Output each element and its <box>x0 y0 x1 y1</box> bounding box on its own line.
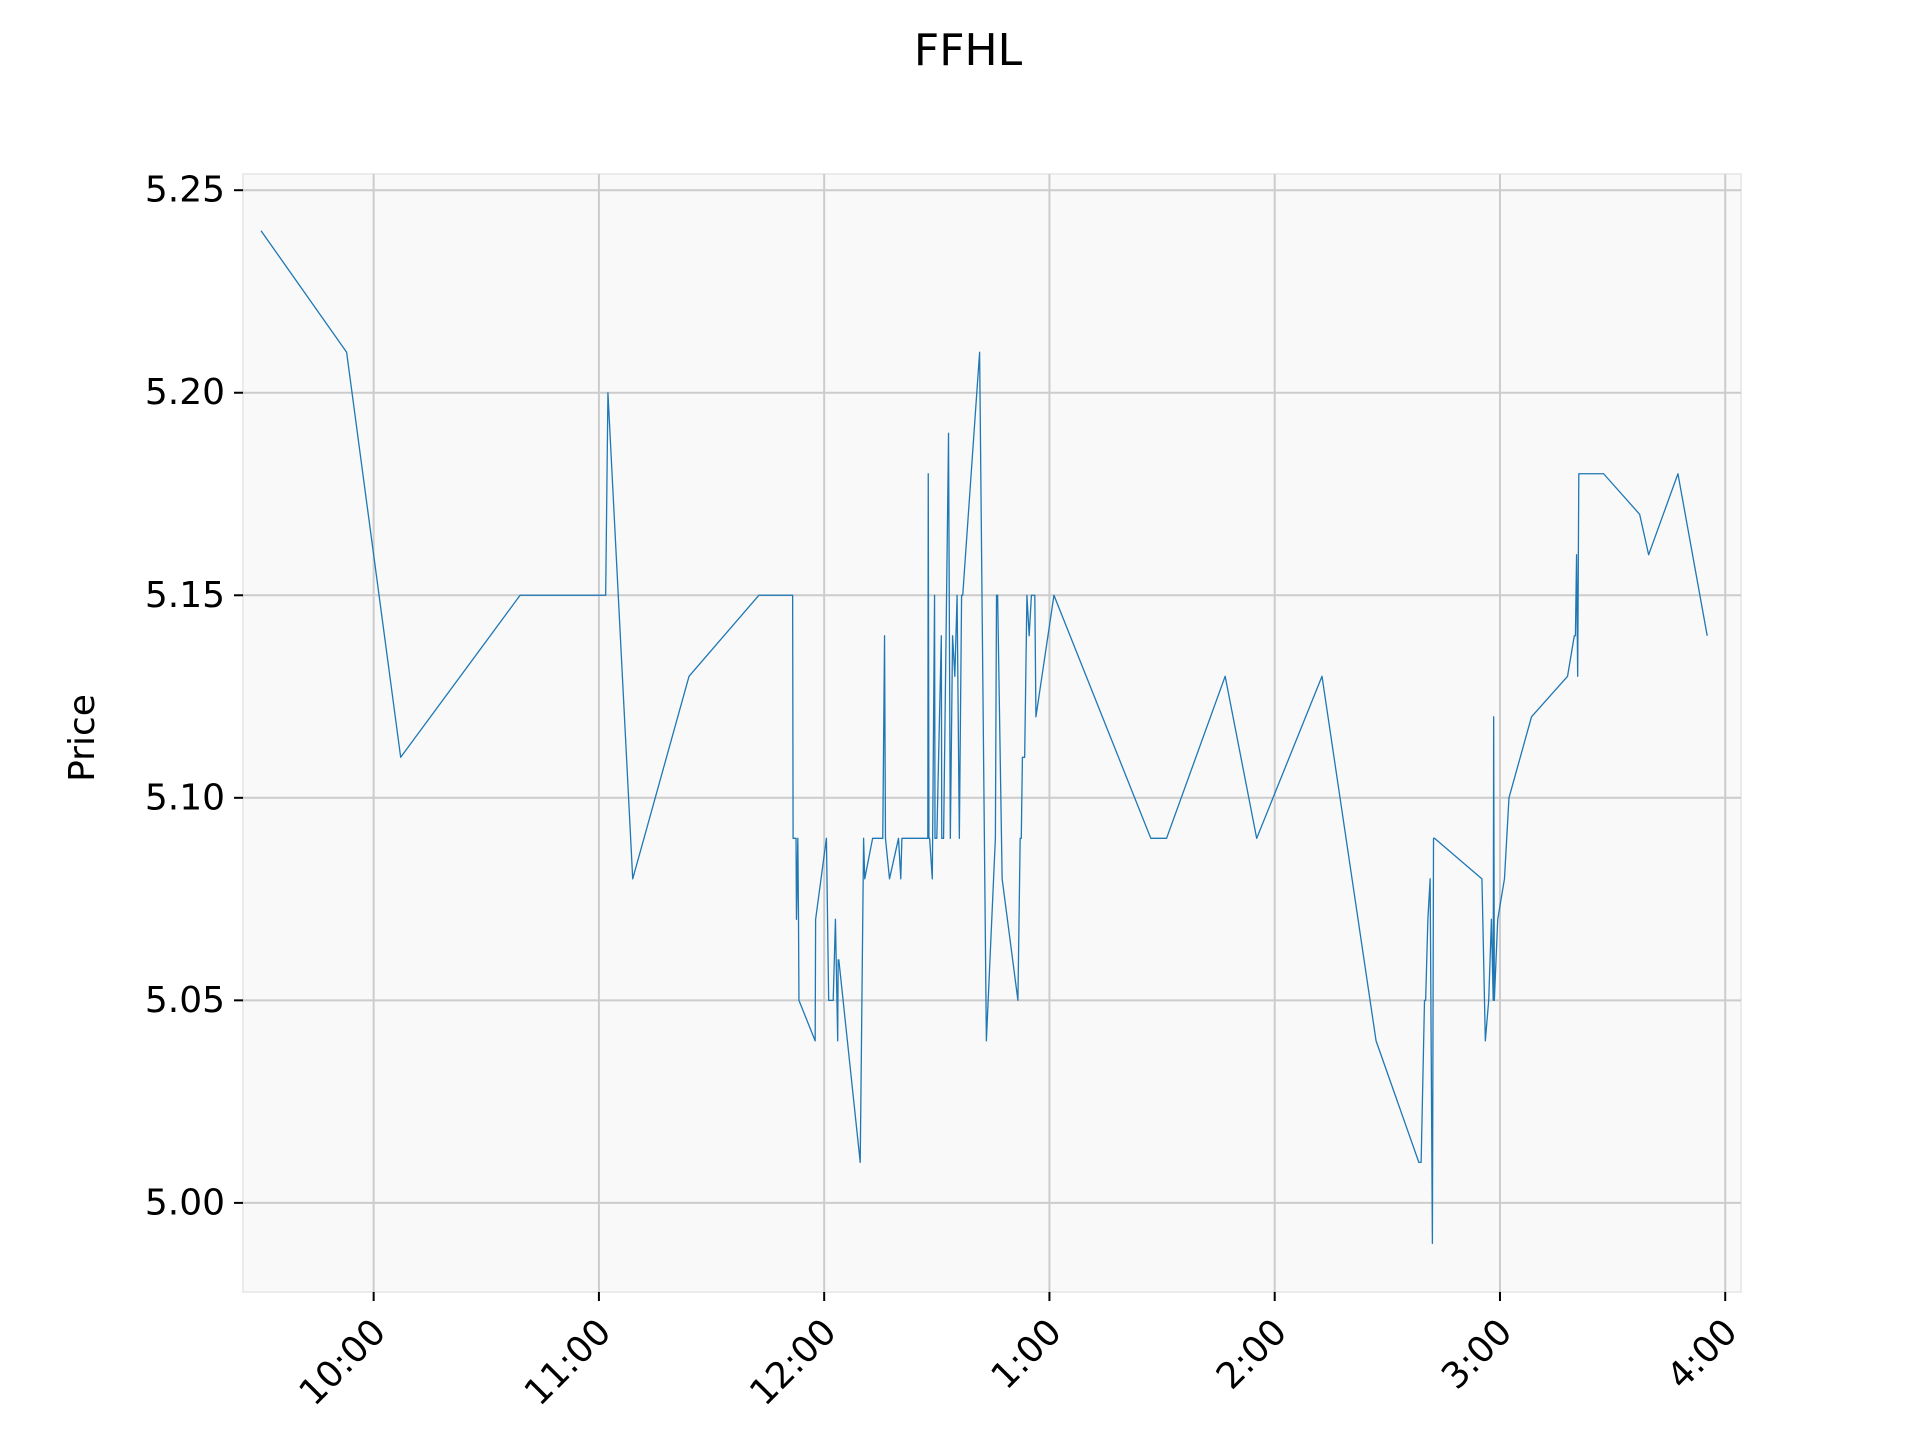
y-tick-label: 5.00 <box>145 1182 225 1223</box>
x-tick-label: 2:00 <box>1209 1311 1295 1397</box>
plot-area <box>242 173 1742 1293</box>
x-tick-label: 1:00 <box>984 1311 1070 1397</box>
x-tick-label: 12:00 <box>742 1311 844 1413</box>
y-axis-label: Price <box>62 694 103 782</box>
x-axis: 10:00 11:00 12:00 1:00 2:00 3:00 4:00 <box>292 1292 1746 1414</box>
series-layer <box>260 230 1708 1245</box>
y-tick-label: 5.20 <box>145 372 225 413</box>
y-gridlines <box>243 189 1741 1204</box>
x-tick-label: 3:00 <box>1434 1311 1520 1397</box>
y-tick-label: 5.05 <box>145 980 225 1021</box>
x-tick-label: 11:00 <box>517 1311 619 1413</box>
y-tick-label: 5.10 <box>145 777 225 818</box>
x-tick-label: 10:00 <box>292 1311 394 1413</box>
chart-title: FFHL <box>914 25 1023 76</box>
price-series-line <box>260 230 1708 1245</box>
y-tick-label: 5.25 <box>145 170 225 211</box>
x-gridlines <box>372 174 1727 1292</box>
y-tick-label: 5.15 <box>145 575 225 616</box>
x-tick-label: 4:00 <box>1659 1311 1745 1397</box>
y-axis: 5.00 5.05 5.10 5.15 5.20 5.25 <box>145 170 243 1223</box>
